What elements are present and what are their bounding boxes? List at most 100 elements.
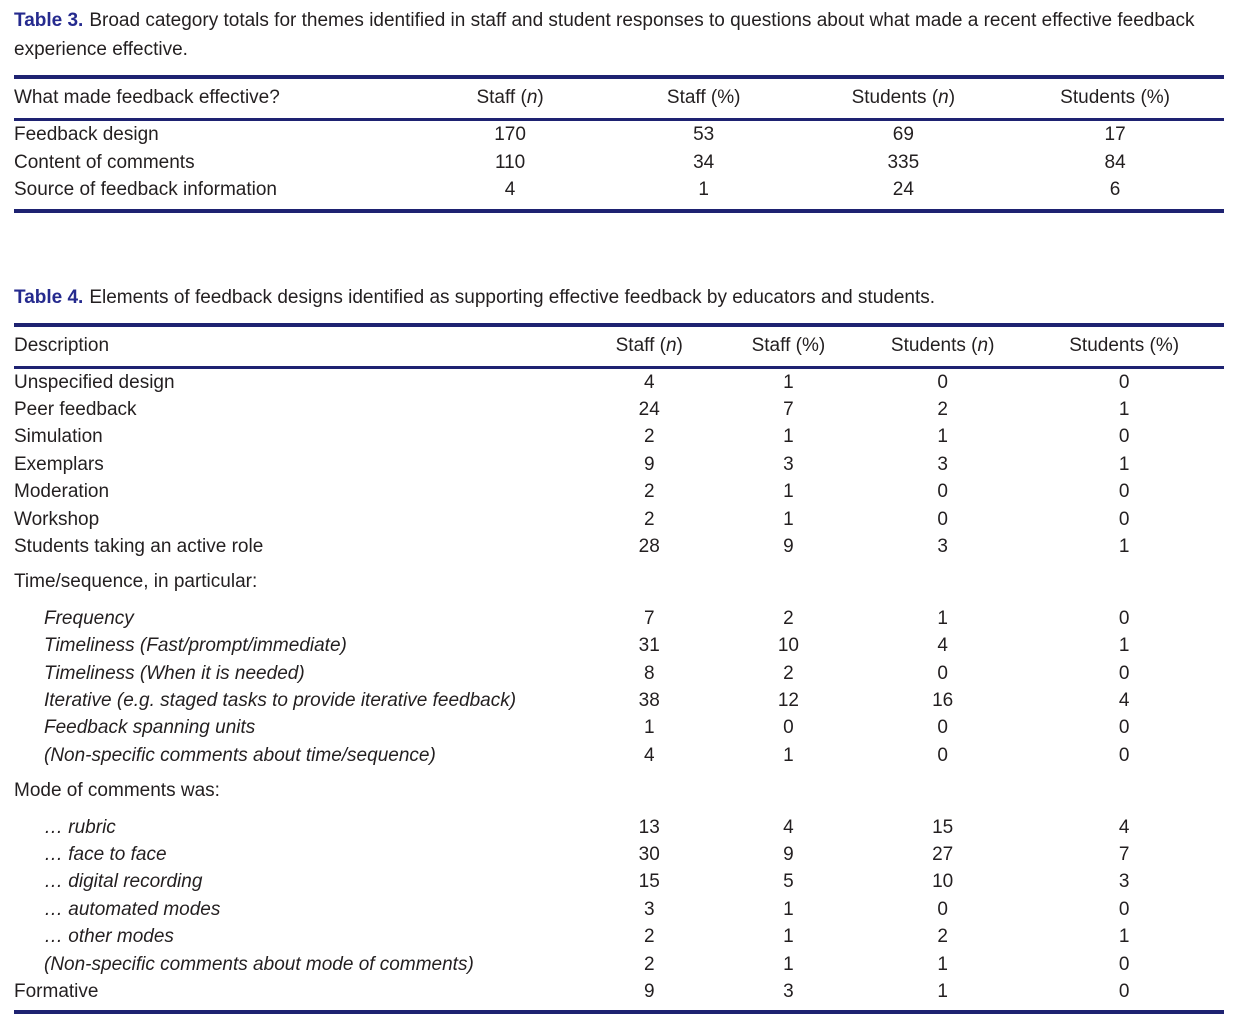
cell-students-pct: 1 <box>1118 926 1130 948</box>
cell-students-pct: 84 <box>1104 151 1126 173</box>
cell-students-pct: 1 <box>1118 535 1130 557</box>
cell-students-n: 15 <box>932 816 954 838</box>
cell-students-pct: 0 <box>1118 953 1130 975</box>
cell-students-n: 1 <box>937 607 948 629</box>
cell-students-pct: 3 <box>1118 871 1130 893</box>
row-label: Feedback design <box>14 124 159 145</box>
cell-students-n: 0 <box>937 371 948 393</box>
cell-staff-n: 7 <box>643 607 655 629</box>
row-label: Students taking an active role <box>14 535 264 557</box>
cell-students-n: 2 <box>937 926 948 948</box>
cell-students-n: 4 <box>937 635 948 657</box>
table-row: Unspecified design 4 1 0 0 <box>14 367 1224 396</box>
cell-students-pct: 0 <box>1118 508 1130 530</box>
table4-col-description: Description <box>14 324 583 369</box>
cell-students-pct: 0 <box>1118 981 1130 1003</box>
table-row: (Non-specific comments about mode of com… <box>14 951 1224 978</box>
cell-staff-pct: 1 <box>783 371 794 393</box>
table3-caption-text: Broad category totals for themes identif… <box>14 10 1195 60</box>
row-label: Iterative (e.g. staged tasks to provide … <box>44 689 517 711</box>
table3-header: What made feedback effective? Staff (n) … <box>14 77 1224 121</box>
cell-students-pct: 1 <box>1118 398 1130 420</box>
table-row: Frequency 7 2 1 0 <box>14 605 1224 632</box>
row-label: Frequency <box>44 607 134 629</box>
cell-staff-pct: 1 <box>783 426 794 448</box>
table-row: Timeliness (When it is needed) 8 2 0 0 <box>14 660 1224 687</box>
table3-body: Feedback design 170 53 69 17 Content of … <box>14 120 1224 211</box>
row-label: Workshop <box>14 508 100 530</box>
cell-students-n: 69 <box>892 124 914 145</box>
cell-students-pct: 1 <box>1118 453 1130 475</box>
cell-staff-n: 4 <box>504 179 516 200</box>
cell-staff-n: 2 <box>643 953 655 975</box>
section-label: Mode of comments was: <box>14 780 220 802</box>
table-row: Iterative (e.g. staged tasks to provide … <box>14 687 1224 714</box>
cell-staff-n: 1 <box>643 717 655 739</box>
cell-students-n: 1 <box>937 981 948 1003</box>
cell-staff-n: 3 <box>643 898 655 920</box>
cell-students-pct: 4 <box>1118 816 1130 838</box>
cell-staff-pct: 3 <box>783 981 794 1003</box>
section-row-time-sequence: Time/sequence, in particular: <box>14 560 1224 604</box>
row-label: Formative <box>14 981 99 1003</box>
row-label: … automated modes <box>44 898 221 920</box>
table-row: Students taking an active role 28 9 3 1 <box>14 533 1224 560</box>
cell-students-n: 0 <box>937 744 948 766</box>
row-label: Source of feedback information <box>14 179 277 200</box>
table3: What made feedback effective? Staff (n) … <box>14 75 1224 213</box>
row-label: (Non-specific comments about time/sequen… <box>44 744 436 766</box>
table4-caption: Table 4. Elements of feedback designs ide… <box>14 283 1224 312</box>
table4-col-students-pct: Students (%) <box>1024 324 1224 369</box>
cell-staff-n: 2 <box>643 508 655 530</box>
cell-students-pct: 0 <box>1118 744 1130 766</box>
table-row: Simulation 2 1 1 0 <box>14 423 1224 450</box>
cell-staff-n: 2 <box>643 926 655 948</box>
table3-col-staff-n: Staff (n) <box>413 77 607 121</box>
cell-staff-n: 15 <box>638 871 660 893</box>
cell-students-n: 0 <box>937 662 948 684</box>
row-label: Timeliness (When it is needed) <box>44 662 305 684</box>
cell-staff-n: 24 <box>638 398 660 420</box>
table4-col-students-n: Students (n) <box>860 324 1025 369</box>
cell-students-n: 3 <box>937 453 948 475</box>
table3-col-students-pct: Students (%) <box>1006 77 1224 121</box>
cell-students-pct: 6 <box>1109 179 1121 200</box>
table4-caption-label: Table 4. <box>14 286 84 308</box>
table-row: … automated modes 3 1 0 0 <box>14 896 1224 923</box>
cell-staff-pct: 10 <box>777 635 799 657</box>
cell-students-n: 3 <box>937 535 948 557</box>
cell-students-pct: 0 <box>1118 717 1130 739</box>
cell-students-pct: 1 <box>1118 635 1130 657</box>
cell-staff-pct: 9 <box>783 844 794 865</box>
row-label: … digital recording <box>44 871 203 893</box>
cell-students-n: 27 <box>932 844 954 865</box>
cell-students-n: 2 <box>937 398 948 420</box>
table4-body: Unspecified design 4 1 0 0 Peer feedback… <box>14 367 1224 1012</box>
table-row: Formative 9 3 1 0 <box>14 978 1224 1012</box>
row-label: Content of comments <box>14 151 195 173</box>
row-label: Unspecified design <box>14 371 175 393</box>
cell-students-n: 335 <box>887 151 920 173</box>
table4: Description Staff (n) Staff (%) Students… <box>14 322 1224 1015</box>
table-row: Peer feedback 24 7 2 1 <box>14 396 1224 423</box>
table-row: Exemplars 9 3 3 1 <box>14 451 1224 478</box>
cell-staff-pct: 1 <box>783 744 794 766</box>
table-row: Workshop 2 1 0 0 <box>14 506 1224 533</box>
cell-students-n: 16 <box>932 689 954 711</box>
table3-col-question: What made feedback effective? <box>14 77 414 121</box>
row-label: Moderation <box>14 481 110 503</box>
row-label: … other modes <box>44 926 174 948</box>
cell-staff-pct: 1 <box>698 179 709 200</box>
cell-students-pct: 0 <box>1118 371 1130 393</box>
cell-students-n: 24 <box>892 179 914 200</box>
cell-students-n: 0 <box>937 898 948 920</box>
cell-students-n: 0 <box>937 717 948 739</box>
table-row: (Non-specific comments about time/sequen… <box>14 742 1224 769</box>
cell-staff-pct: 2 <box>783 662 794 684</box>
table4-col-staff-n: Staff (n) <box>582 324 716 369</box>
table-row: … other modes 2 1 2 1 <box>14 923 1224 950</box>
cell-students-n: 0 <box>937 481 948 503</box>
row-label: … face to face <box>44 844 167 865</box>
row-label: Simulation <box>14 426 103 448</box>
cell-staff-n: 2 <box>643 426 655 448</box>
